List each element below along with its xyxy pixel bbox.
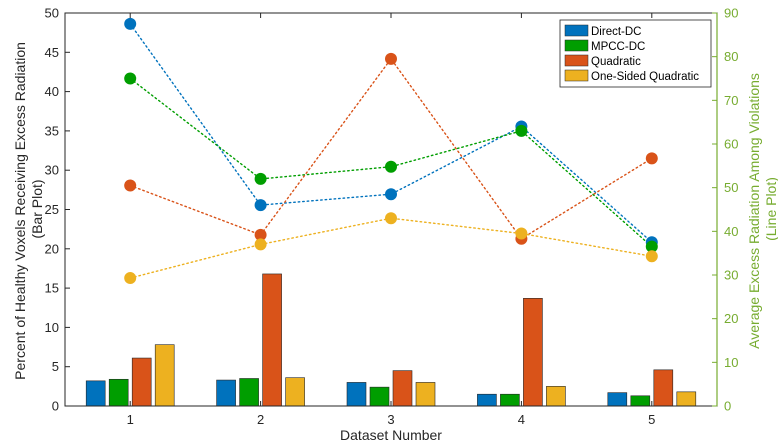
point-direct-dc-1 [124, 17, 137, 30]
point-one-sided-quadratic-1 [124, 272, 137, 285]
x-tick-label-1: 1 [127, 412, 134, 427]
bar-one-sided-quadratic-3 [415, 382, 436, 407]
right-tick-label-40: 40 [724, 224, 738, 239]
legend-item-direct-dc: Direct-DC [564, 24, 641, 38]
bar-mpcc-dc-3 [369, 386, 390, 407]
legend-swatch-mpcc-dc [564, 39, 589, 52]
line-quadratic [129, 57, 653, 240]
bar-direct-dc-2 [216, 379, 236, 407]
left-y-axis-label: Percent of Healthy Voxels Receiving Exce… [12, 38, 45, 380]
right-tick-label-50: 50 [724, 180, 738, 195]
x-tick-label-4: 4 [518, 412, 525, 427]
right-tick-label-0: 0 [724, 399, 731, 414]
left-tick-label-50: 50 [45, 6, 59, 21]
left-tick-label-25: 25 [45, 202, 59, 217]
right-y-axis: 0 10 20 30 40 50 60 70 80 90 [712, 6, 738, 414]
point-mpcc-dc-5 [645, 240, 658, 253]
left-y-axis: 0 5 10 15 20 25 30 35 40 45 50 [45, 6, 70, 414]
right-tick-label-20: 20 [724, 311, 738, 326]
bar-one-sided-quadratic-5 [676, 391, 697, 407]
legend-swatch-one-sided-quadratic [564, 69, 589, 82]
point-mpcc-dc-1 [124, 72, 137, 85]
left-tick-label-45: 45 [45, 45, 59, 60]
legend-item-quadratic: Quadratic [564, 54, 641, 68]
left-y-axis-label-line1: Percent of Healthy Voxels Receiving Exce… [12, 42, 28, 380]
legend-swatch-quadratic [564, 54, 589, 67]
point-one-sided-quadratic-4 [515, 227, 528, 240]
point-mpcc-dc-4 [515, 124, 528, 137]
bar-mpcc-dc-2 [239, 378, 259, 407]
legend-label-mpcc-dc: MPCC-DC [591, 41, 645, 53]
bar-quadratic-5 [653, 369, 674, 407]
left-tick-label-0: 0 [52, 399, 59, 414]
legend-label-direct-dc: Direct-DC [591, 26, 641, 38]
left-tick-label-10: 10 [45, 320, 59, 335]
point-quadratic-2 [254, 228, 267, 241]
bar-direct-dc-3 [346, 382, 367, 407]
right-tick-label-10: 10 [724, 355, 738, 370]
right-tick-label-70: 70 [724, 93, 738, 108]
legend-swatch-direct-dc [564, 24, 589, 37]
bar-quadratic-2 [262, 273, 282, 407]
right-y-axis-label-line1: Average Excess Radiation Among Violation… [746, 73, 762, 349]
x-tick-label-3: 3 [387, 412, 394, 427]
bar-quadratic-4 [523, 298, 543, 407]
point-one-sided-quadratic-5 [645, 250, 658, 263]
bar-direct-dc-1 [85, 380, 106, 407]
left-tick-label-15: 15 [45, 281, 59, 296]
x-tick-label-2: 2 [257, 412, 264, 427]
x-axis: 1 2 3 4 5 [127, 13, 655, 427]
bar-mpcc-dc-4 [500, 393, 520, 407]
right-tick-label-90: 90 [724, 6, 738, 21]
left-tick-label-5: 5 [52, 359, 59, 374]
left-tick-label-35: 35 [45, 123, 59, 138]
right-tick-label-80: 80 [724, 49, 738, 64]
legend-label-one-sided-quadratic: One-Sided Quadratic [591, 71, 699, 83]
left-tick-label-30: 30 [45, 163, 59, 178]
point-quadratic-5 [645, 152, 658, 165]
line-one-sided-quadratic [129, 217, 653, 279]
point-mpcc-dc-2 [254, 172, 267, 185]
legend-label-quadratic: Quadratic [591, 56, 641, 68]
bar-plot [85, 273, 697, 407]
bar-direct-dc-5 [607, 392, 628, 407]
left-tick-label-20: 20 [45, 241, 59, 256]
right-tick-label-30: 30 [724, 268, 738, 283]
point-direct-dc-2 [254, 199, 267, 212]
bar-mpcc-dc-1 [108, 378, 129, 407]
left-y-axis-label-line2: (Bar Plot) [29, 179, 45, 238]
bar-one-sided-quadratic-4 [546, 386, 566, 407]
line-plot [124, 17, 658, 285]
legend-item-mpcc-dc: MPCC-DC [564, 39, 645, 53]
point-direct-dc-3 [385, 188, 397, 201]
point-one-sided-quadratic-3 [385, 212, 397, 225]
point-quadratic-1 [124, 179, 137, 192]
x-axis-label: Dataset Number [340, 427, 442, 443]
right-tick-label-60: 60 [724, 137, 738, 152]
bar-direct-dc-4 [477, 393, 497, 407]
right-y-axis-label: Average Excess Radiation Among Violation… [746, 69, 778, 349]
point-one-sided-quadratic-2 [254, 238, 267, 251]
x-tick-label-5: 5 [648, 412, 655, 427]
bar-one-sided-quadratic-1 [154, 344, 175, 407]
point-quadratic-3 [385, 52, 397, 65]
legend-item-one-sided-quadratic: One-Sided Quadratic [564, 69, 699, 83]
left-tick-label-40: 40 [45, 84, 59, 99]
legend: Direct-DC MPCC-DC Quadratic One-Sided Qu… [559, 19, 712, 88]
bar-quadratic-1 [131, 357, 152, 407]
bar-mpcc-dc-5 [630, 395, 651, 407]
bar-one-sided-quadratic-2 [285, 377, 305, 407]
point-mpcc-dc-3 [385, 160, 397, 173]
bar-quadratic-3 [392, 370, 413, 407]
line-mpcc-dc [129, 77, 653, 248]
right-y-axis-label-line2: (Line Plot) [763, 177, 778, 241]
